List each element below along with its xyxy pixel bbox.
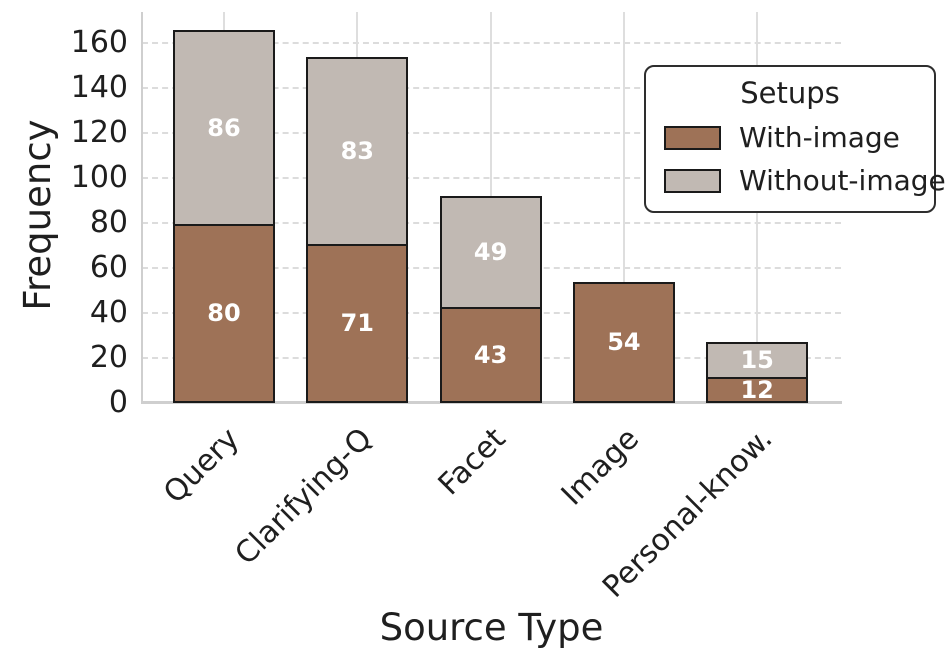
bar-value-label: 86: [207, 113, 241, 142]
y-tick-label: 120: [70, 115, 128, 150]
legend-title: Setups: [740, 76, 840, 110]
y-axis-spine: [141, 12, 143, 403]
y-tick-label: 40: [89, 295, 128, 330]
legend-swatch-without-image: [664, 169, 721, 193]
bar-value-label: 15: [740, 346, 774, 375]
bar-segment-with-image-query: 80: [173, 223, 275, 403]
bar-segment-with-image-image: 54: [572, 281, 675, 403]
y-tick-label: 60: [89, 250, 128, 285]
legend-label: Without-image: [739, 164, 946, 197]
bar-value-label: 54: [607, 328, 641, 357]
y-tick-label: 140: [70, 70, 128, 105]
bar-value-label: 12: [740, 375, 774, 404]
x-tick-label: Clarifying-Q: [228, 421, 380, 572]
y-tick-label: 80: [89, 205, 128, 240]
x-tick-label: Facet: [431, 421, 513, 503]
legend-entry-without-image: Without-image: [664, 165, 946, 197]
y-tick-label: 0: [108, 385, 128, 420]
y-tick-label: 100: [70, 160, 128, 195]
y-tick-label: 20: [89, 340, 128, 375]
plot-area: 80 86 71 83 43 49 54 12 15: [141, 12, 842, 404]
legend-label: With-image: [739, 121, 900, 154]
legend-entries: With-image Without-image: [658, 122, 946, 197]
bar-segment-with-image-personal-know-: 12: [706, 375, 809, 404]
bar-segment-with-image-facet: 43: [439, 306, 542, 403]
x-tick-label: Query: [156, 421, 247, 511]
legend-entry-with-image: With-image: [664, 122, 922, 154]
bar-value-label: 80: [207, 299, 241, 327]
x-axis-title: Source Type: [379, 606, 604, 649]
bar-value-label: 83: [340, 137, 374, 166]
bar-segment-without-image-query: 86: [173, 29, 275, 226]
bar-value-label: 43: [473, 340, 508, 369]
bar-segment-with-image-clarifying-q: 71: [306, 243, 409, 403]
bar-segment-without-image-clarifying-q: 83: [306, 56, 409, 246]
legend: Setups With-image Without-image: [644, 65, 946, 213]
y-tick-label: 160: [70, 25, 128, 60]
bar-segment-without-image-personal-know-: 15: [706, 342, 809, 379]
bar-value-label: 71: [340, 309, 374, 338]
legend-swatch-with-image: [664, 126, 721, 150]
gridline-vertical: [622, 12, 625, 403]
bar-segment-without-image-facet: 49: [439, 196, 542, 309]
bar-value-label: 49: [473, 238, 508, 267]
x-tick-label: Image: [554, 421, 646, 513]
